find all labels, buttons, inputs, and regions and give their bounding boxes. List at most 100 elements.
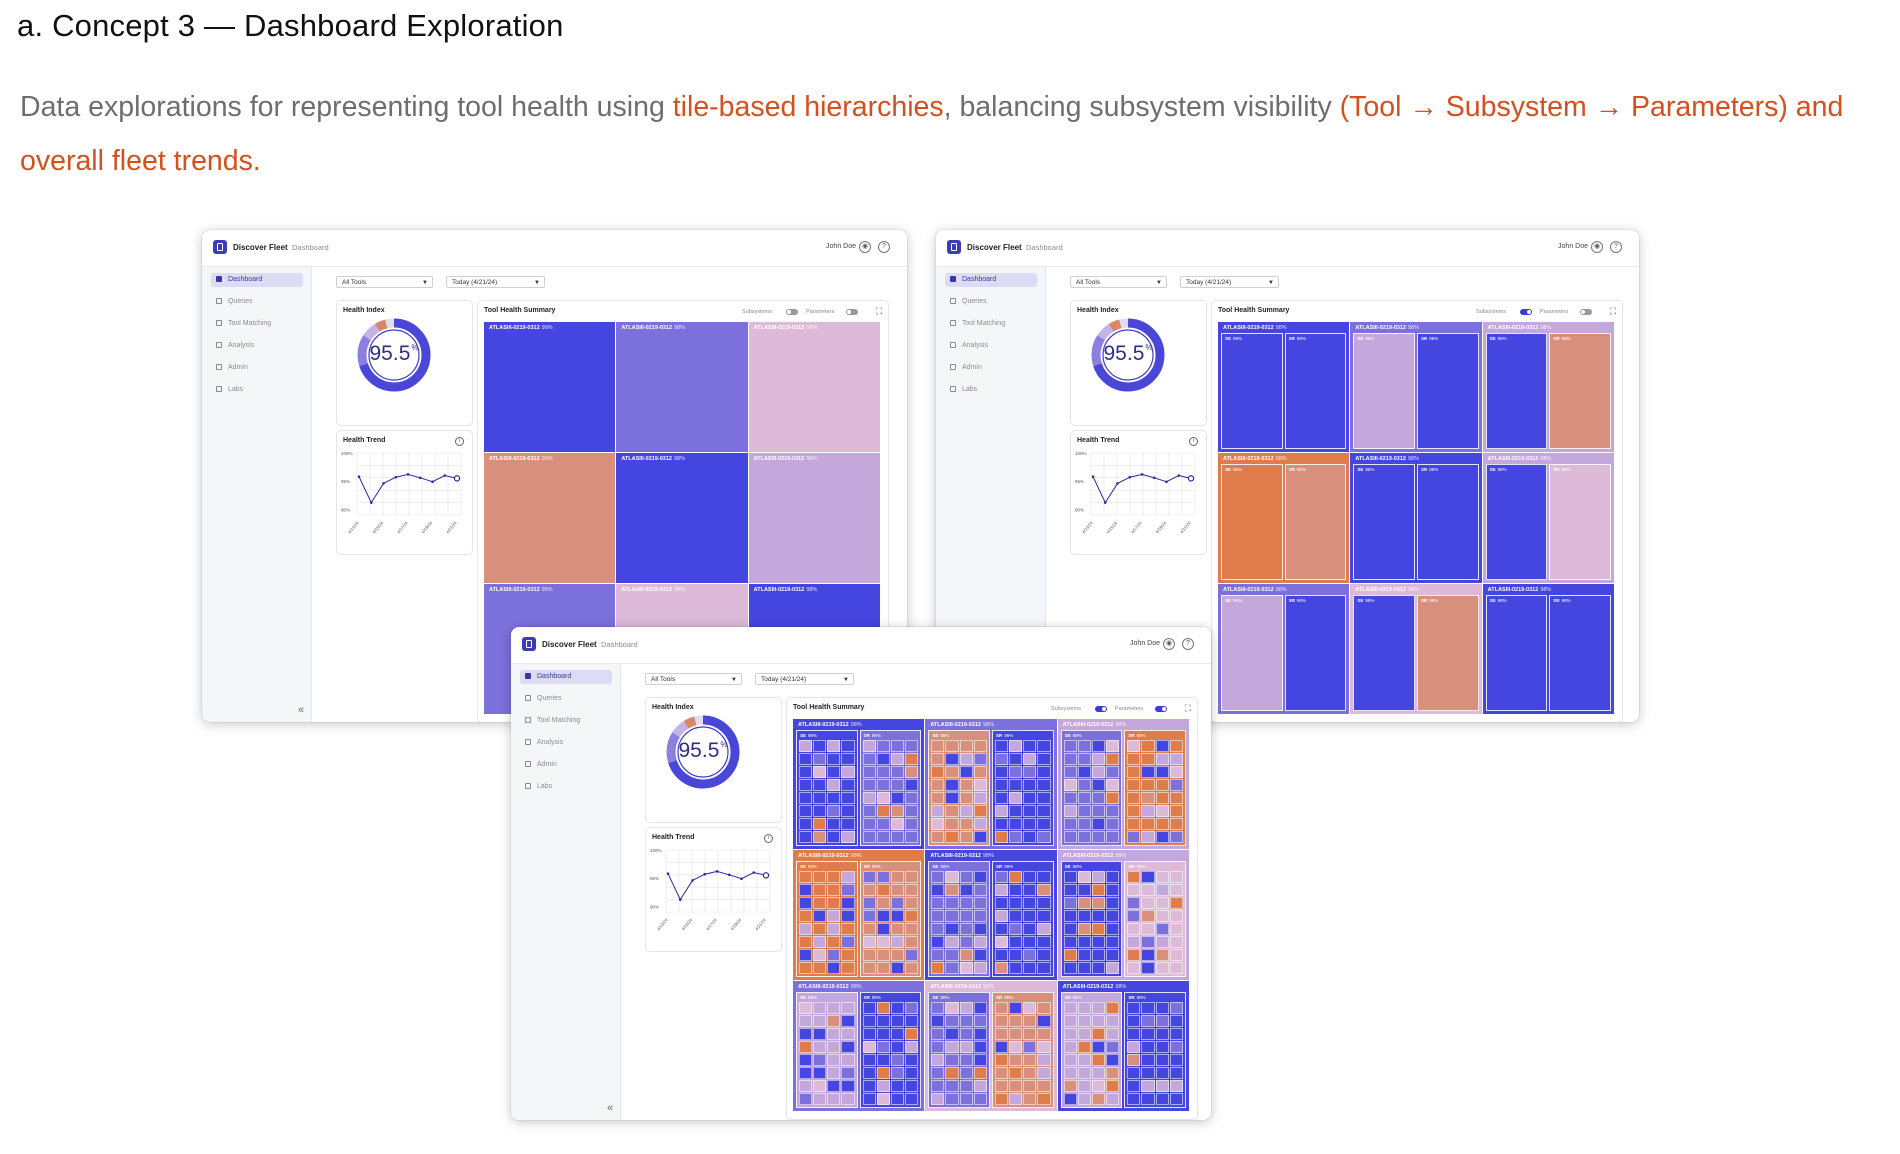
parameter-tile[interactable] [1091, 962, 1106, 974]
parameter-tile[interactable] [1141, 1015, 1155, 1027]
parameter-tile[interactable] [876, 949, 890, 961]
parameter-tile[interactable] [1155, 936, 1169, 948]
parameter-tile[interactable] [905, 1002, 919, 1014]
parameter-tile[interactable] [973, 923, 987, 935]
parameter-tile[interactable] [931, 818, 945, 830]
parameter-tile[interactable] [799, 766, 813, 778]
parameter-tile[interactable] [813, 1028, 827, 1040]
date-filter-select[interactable]: Today (4/21/24) ▼ [1180, 276, 1279, 288]
parameter-tile[interactable] [813, 936, 827, 948]
parameter-tile[interactable] [1063, 779, 1077, 791]
parameter-tile[interactable] [813, 910, 827, 922]
parameter-tile[interactable] [1037, 897, 1051, 909]
parameter-tile[interactable] [890, 753, 905, 765]
parameter-tile[interactable] [1037, 936, 1051, 948]
parameter-tile[interactable] [890, 740, 905, 752]
parameter-tile[interactable] [945, 740, 959, 752]
parameter-tile[interactable] [973, 818, 987, 830]
parameter-tile[interactable] [1063, 818, 1077, 830]
parameter-tile[interactable] [1127, 962, 1141, 974]
parameter-tile[interactable] [931, 884, 945, 896]
parameter-tile[interactable] [1063, 923, 1077, 935]
subsystem-tile[interactable]: SE 98% [1485, 333, 1548, 449]
parameter-tile[interactable] [862, 1067, 876, 1079]
parameter-tile[interactable] [994, 1054, 1009, 1066]
parameter-tile[interactable] [1023, 1080, 1037, 1092]
parameter-tile[interactable] [1127, 936, 1141, 948]
parameter-tile[interactable] [1037, 1093, 1051, 1105]
tool-tile[interactable]: ATLASIII-0219-0312 98% SE 98% SR 98% [1057, 719, 1189, 849]
parameter-tile[interactable] [1106, 740, 1120, 752]
parameter-tile[interactable] [1106, 897, 1120, 909]
parameter-tile[interactable] [827, 740, 841, 752]
parameter-tile[interactable] [1037, 766, 1051, 778]
subsystem-tile[interactable]: SR 98% [1284, 464, 1347, 580]
parameter-tile[interactable] [945, 884, 959, 896]
parameter-tile[interactable] [1037, 1054, 1051, 1066]
parameter-tile[interactable] [1023, 923, 1037, 935]
parameter-tile[interactable] [841, 831, 855, 843]
parameter-tile[interactable] [1169, 871, 1183, 883]
parameter-tile[interactable] [905, 831, 919, 843]
parameter-tile[interactable] [1141, 936, 1155, 948]
parameter-tile[interactable] [1141, 805, 1155, 817]
parameter-tile[interactable] [890, 1067, 905, 1079]
tool-tile[interactable]: ATLASIII-0219-0312 98% SE 98% SR 98% [1482, 322, 1614, 452]
parameter-tile[interactable] [813, 897, 827, 909]
parameter-tile[interactable] [931, 1002, 945, 1014]
parameter-tile[interactable] [1009, 1080, 1023, 1092]
parameter-tile[interactable] [973, 910, 987, 922]
parameter-tile[interactable] [1127, 897, 1141, 909]
parameter-tile[interactable] [994, 753, 1009, 765]
parameter-tile[interactable] [876, 1015, 890, 1027]
subsystem-tile[interactable]: SE 98% [1221, 595, 1283, 711]
parameter-tile[interactable] [1023, 792, 1037, 804]
parameter-tile[interactable] [1106, 1080, 1120, 1092]
parameter-tile[interactable] [1037, 1028, 1051, 1040]
parameter-tile[interactable] [827, 805, 841, 817]
parameter-tile[interactable] [1141, 1093, 1155, 1105]
parameter-tile[interactable] [1169, 884, 1183, 896]
subsystem-tile[interactable]: SE 98% [1060, 992, 1123, 1108]
parameter-tile[interactable] [813, 779, 827, 791]
sidebar-item-labs[interactable]: Labs [211, 383, 303, 397]
parameter-tile[interactable] [994, 949, 1009, 961]
parameter-tile[interactable] [1037, 962, 1051, 974]
parameter-tile[interactable] [1155, 897, 1169, 909]
parameter-tile[interactable] [890, 1093, 905, 1105]
parameter-tile[interactable] [1155, 910, 1169, 922]
parameter-tile[interactable] [827, 766, 841, 778]
subsystem-tile[interactable]: SR 98% [1124, 861, 1186, 977]
parameter-tile[interactable] [905, 962, 919, 974]
parameter-tile[interactable] [931, 753, 945, 765]
parameter-tile[interactable] [813, 1041, 827, 1053]
parameter-tile[interactable] [1106, 805, 1120, 817]
parameter-tile[interactable] [1023, 962, 1037, 974]
parameter-tile[interactable] [862, 923, 876, 935]
parameter-tile[interactable] [1106, 1002, 1120, 1014]
parameter-tile[interactable] [1141, 818, 1155, 830]
parameter-tile[interactable] [890, 1015, 905, 1027]
subsystem-tile[interactable]: SR 98% [1549, 333, 1611, 449]
parameter-tile[interactable] [799, 897, 813, 909]
parameter-tile[interactable] [1106, 1054, 1120, 1066]
parameter-tile[interactable] [994, 1028, 1009, 1040]
subsystem-tile[interactable]: SE 98% [1353, 464, 1415, 580]
parameter-tile[interactable] [1037, 923, 1051, 935]
help-circle-icon[interactable]: ? [878, 241, 890, 253]
parameter-tile[interactable] [1091, 831, 1106, 843]
parameter-tile[interactable] [1009, 753, 1023, 765]
parameter-tile[interactable] [862, 897, 876, 909]
parameter-tile[interactable] [959, 1093, 973, 1105]
parameter-tile[interactable] [1169, 792, 1183, 804]
parameter-tile[interactable] [1091, 1093, 1106, 1105]
parameter-tile[interactable] [813, 1080, 827, 1092]
parameter-tile[interactable] [945, 831, 959, 843]
sidebar-item-dashboard[interactable]: Dashboard [520, 670, 612, 684]
parameter-tile[interactable] [945, 871, 959, 883]
parameter-tile[interactable] [827, 753, 841, 765]
parameter-tile[interactable] [813, 1067, 827, 1079]
subsystem-tile[interactable]: SE 98% [928, 861, 990, 977]
parameter-tile[interactable] [1141, 1002, 1155, 1014]
parameter-tile[interactable] [1077, 1093, 1091, 1105]
